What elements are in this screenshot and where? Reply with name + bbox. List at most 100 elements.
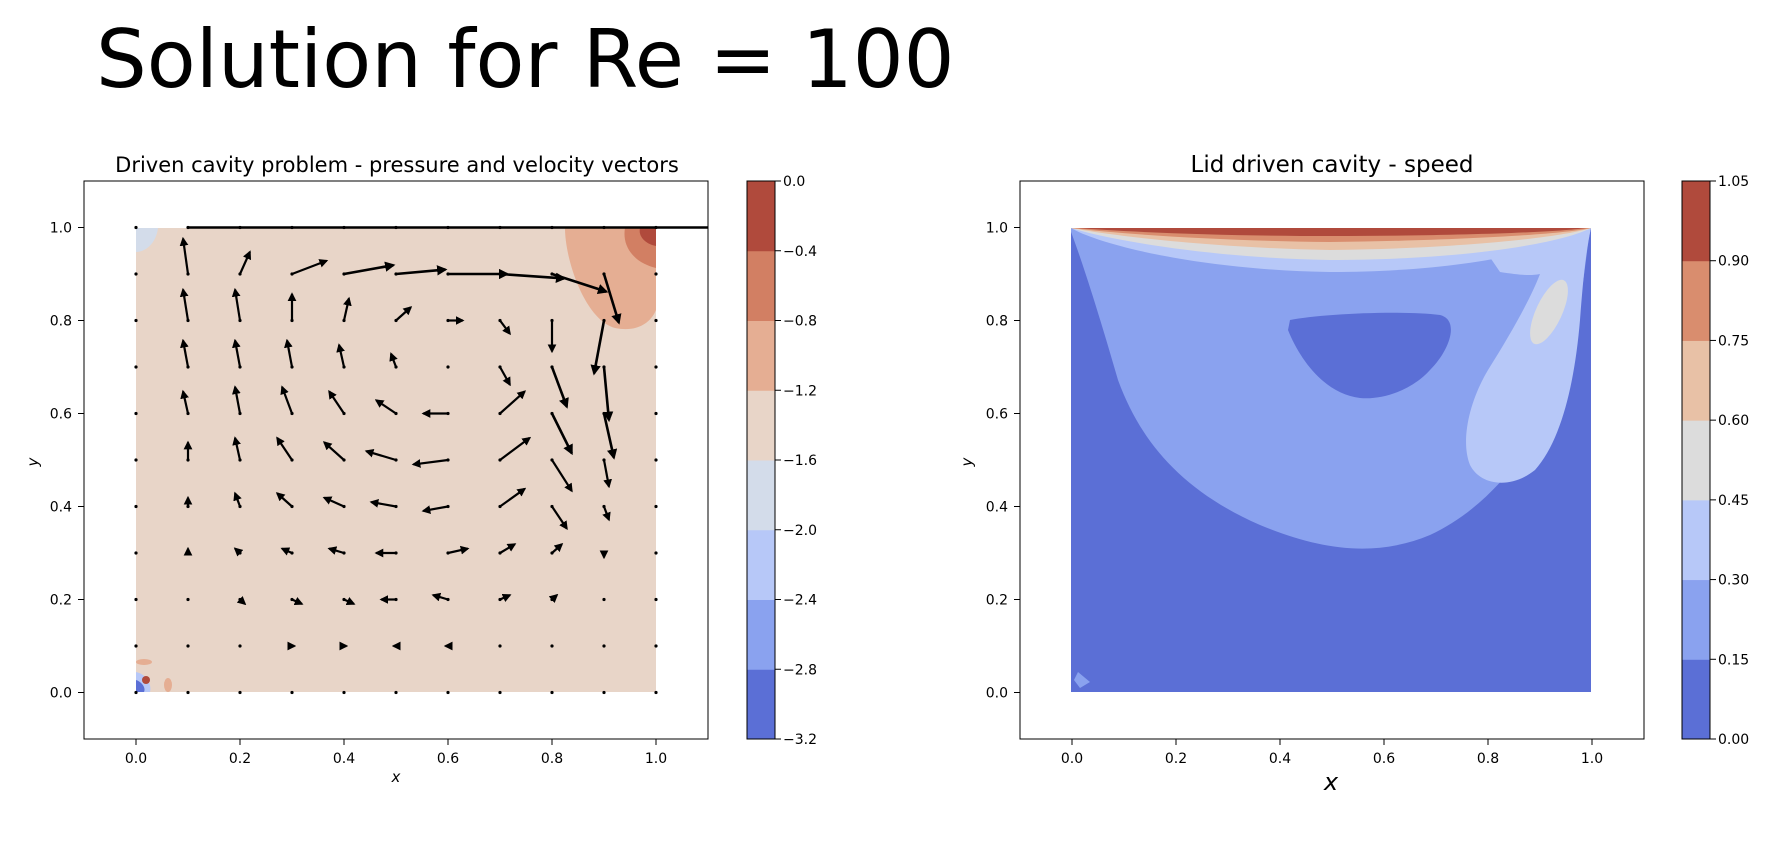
quiver-arrow: [551, 272, 609, 295]
colorbar-tick-label: 0.00: [1718, 732, 1749, 748]
colorbar-tick-label: 0.30: [1718, 573, 1749, 589]
quiver-arrow: [447, 545, 470, 555]
colorbar-segment: [747, 181, 775, 252]
quiver-grid-point: [498, 644, 502, 648]
speed-colorbar: 1.05 0.90 0.75 0.60 0.45 0.30 0.15 0.00: [1681, 174, 1749, 748]
quiver-arrow: [369, 498, 397, 508]
quiver-grid-point: [134, 318, 138, 323]
quiver-arrow: [499, 436, 532, 461]
pressure-region-bottom-spot-3: [136, 659, 152, 665]
y-tick-label: 0.6: [50, 407, 72, 423]
quiver-arrow: [411, 458, 449, 468]
quiver-arrow: [275, 492, 293, 508]
x-tick-label: 0.0: [1061, 751, 1083, 767]
quiver-grid-point: [238, 644, 242, 648]
colorbar-tick-label: −1.6: [783, 453, 817, 469]
pressure-region-top-right-peak: [639, 228, 656, 246]
quiver-grid-point: [342, 690, 346, 695]
quiver-arrow: [236, 595, 247, 606]
quiver-arrow: [343, 261, 396, 276]
pressure-x-ticks: 0.0 0.2 0.4 0.6 0.8 1.0: [125, 739, 667, 767]
colorbar-segment: [747, 390, 775, 461]
pressure-chart: Driven cavity problem - pressure and vel…: [24, 153, 817, 786]
colorbar-segment: [1682, 579, 1710, 660]
speed-corner-spot: [1074, 672, 1090, 688]
x-tick-label: 1.0: [645, 751, 667, 767]
speed-contour: [1071, 228, 1591, 692]
quiver-arrow: [233, 547, 244, 557]
quiver-arrow: [499, 390, 527, 415]
quiver-arrow: [291, 259, 329, 276]
x-tick-label: 0.8: [541, 751, 563, 767]
colorbar-segment: [1682, 659, 1710, 740]
colorbar-tick-label: 0.75: [1718, 333, 1749, 349]
quiver-arrow: [499, 543, 517, 554]
quiver-arrow: [421, 505, 449, 515]
quiver-arrow: [551, 542, 564, 554]
y-tick-label: 0.4: [50, 500, 72, 516]
quiver-arrow: [395, 265, 448, 276]
x-tick-label: 0.6: [437, 751, 459, 767]
quiver-grid-point: [394, 690, 398, 695]
colorbar-tick-label: −2.4: [783, 593, 817, 609]
quiver-grid-point: [134, 365, 138, 369]
quiver-grid-point: [446, 690, 450, 695]
quiver-arrow: [276, 436, 293, 461]
quiver-grid-point: [186, 597, 190, 602]
quiver-arrow: [336, 343, 346, 368]
y-tick-label: 0.2: [50, 593, 72, 609]
quiver-grid-point: [654, 411, 658, 416]
pressure-chart-title: Driven cavity problem - pressure and vel…: [115, 153, 679, 177]
speed-chart: Lid driven cavity - speed 0.0 0.2 0.4 0.6 0.…: [958, 152, 1749, 796]
quiver-arrow: [238, 250, 252, 275]
quiver-arrow: [602, 506, 611, 522]
quiver-grid-point: [654, 597, 658, 602]
pressure-region-top-left-low: [136, 228, 158, 252]
quiver-arrow: [233, 491, 242, 507]
quiver-grid-point: [134, 644, 138, 648]
speed-lid-layer-5: [1078, 228, 1586, 236]
speed-upper-region: [1071, 228, 1591, 549]
x-tick-label: 0.0: [125, 751, 147, 767]
colorbar-segment: [747, 460, 775, 531]
quiver-grid-point: [654, 551, 658, 555]
x-tick-label: 0.6: [1373, 751, 1395, 767]
quiver-arrow: [602, 459, 612, 489]
quiver-grid-point: [134, 597, 138, 602]
quiver-arrow: [364, 448, 397, 462]
quiver-arrow: [284, 338, 294, 368]
quiver-grid-point: [134, 504, 138, 509]
colorbar-tick-label: −2.0: [783, 523, 817, 539]
y-tick-label: 0.2: [986, 593, 1008, 609]
pressure-region-bottom-spot-2: [164, 678, 172, 692]
colorbar-segment: [1682, 420, 1710, 501]
speed-axes-frame: [1019, 180, 1645, 740]
y-tick-label: 0.0: [50, 686, 72, 702]
pressure-region-bottom-left-b: [136, 680, 145, 692]
colorbar-tick-label: 0.60: [1718, 413, 1749, 429]
pressure-y-axis-label: y: [24, 456, 42, 467]
quiver-grid-point: [602, 690, 606, 695]
quiver-arrow: [280, 547, 293, 556]
speed-y-ticks: 0.0 0.2 0.4 0.6 0.8 1.0: [986, 221, 1020, 702]
quiver-arrow: [590, 320, 606, 376]
quiver-grid-point: [550, 644, 554, 648]
quiver-arrow: [179, 287, 190, 321]
speed-jet-highlight: [1530, 279, 1568, 345]
colorbar-segment: [747, 669, 775, 740]
quiver-grid-point: [134, 458, 138, 462]
x-tick-label: 0.4: [1269, 751, 1291, 767]
quiver-grid-point: [186, 690, 190, 695]
x-tick-label: 0.8: [1477, 751, 1499, 767]
quiver-arrow: [328, 389, 345, 415]
quiver-arrow: [550, 412, 573, 456]
quiver-arrow: [180, 389, 190, 414]
colorbar-tick-label: 0.15: [1718, 652, 1749, 668]
x-tick-label: 0.2: [1165, 751, 1187, 767]
colorbar-segment: [1682, 260, 1710, 341]
colorbar-segment: [747, 599, 775, 670]
colorbar-tick-label: −0.8: [783, 314, 817, 330]
quiver-grid-point: [446, 365, 450, 369]
pressure-colorbar: 0.0 −0.4 −0.8 −1.2 −1.6 −2.0 −2.4 −2.8 −3.2: [746, 174, 817, 748]
